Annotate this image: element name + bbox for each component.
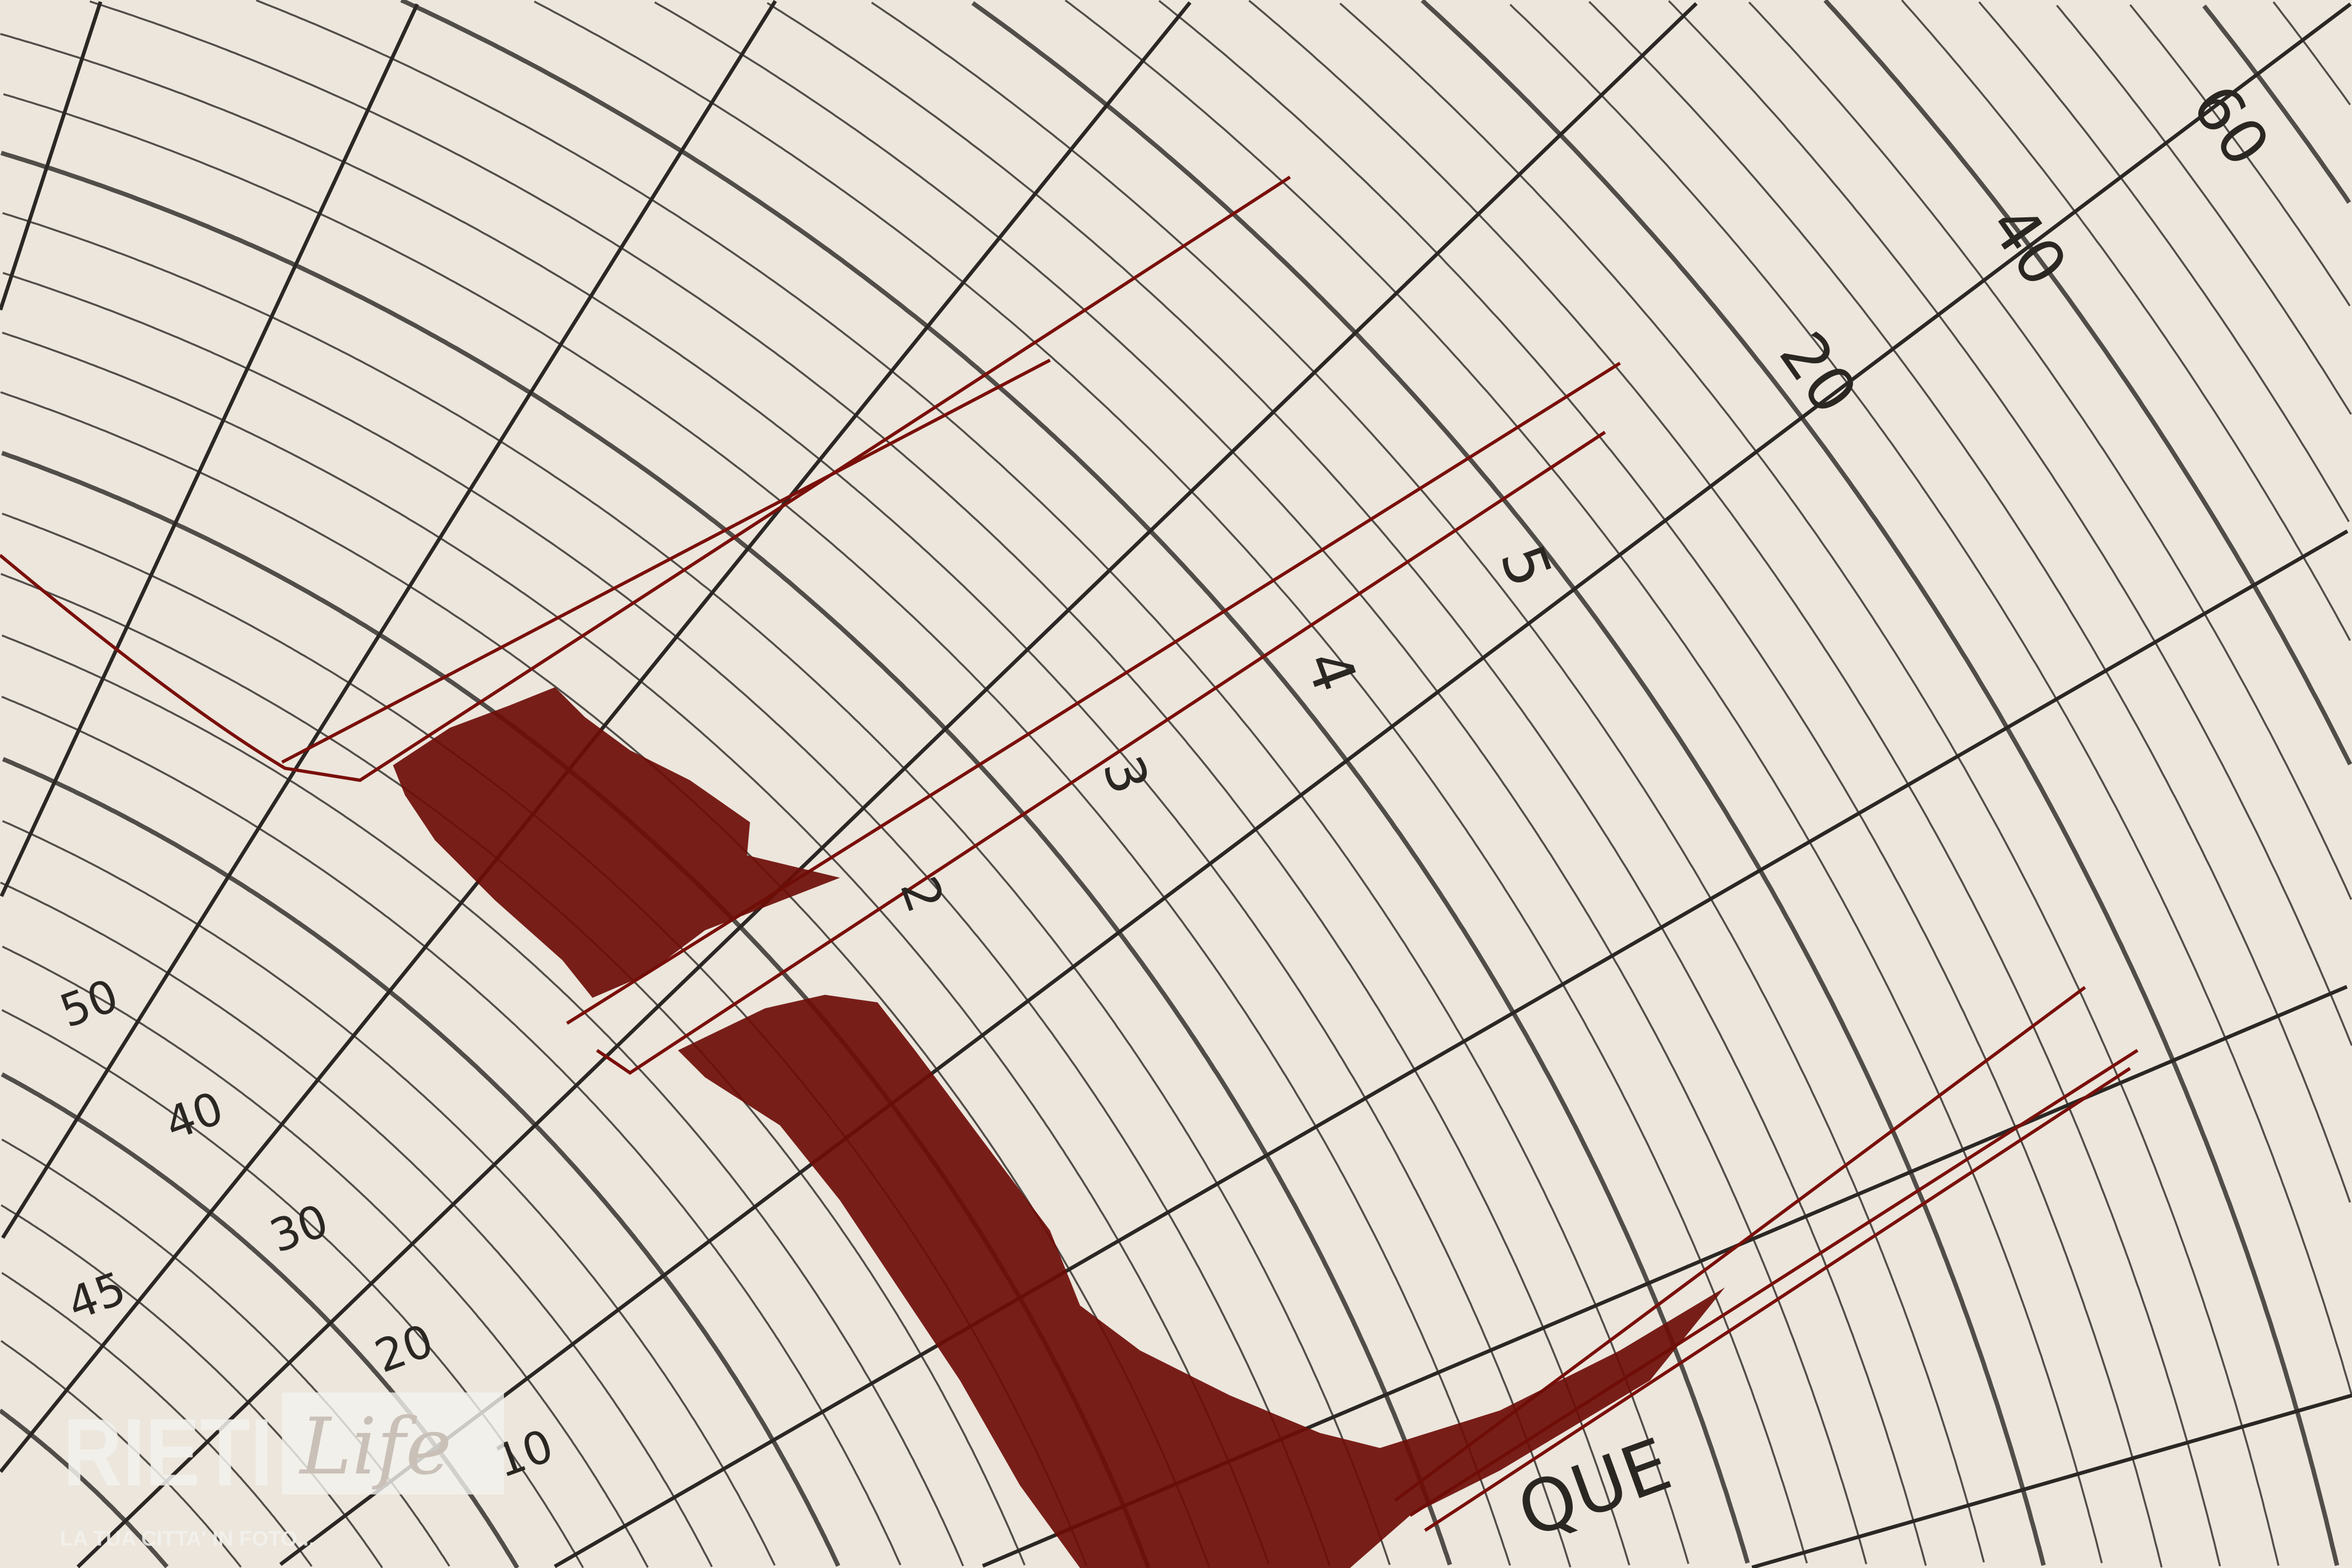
grid-arc [2, 820, 776, 1566]
grid-radial [0, 3, 419, 897]
grid-arc [1509, 3, 2352, 1396]
seismic-burst-2 [678, 994, 1725, 1568]
grid-arc [534, 1, 1808, 1564]
grid-radial [0, 1, 102, 311]
grid-arc [1901, 0, 2351, 641]
grid-arc [1823, 0, 2352, 765]
grid-arc [2129, 4, 2351, 306]
watermark-logo-word: RIETI [63, 1399, 273, 1506]
grid-arc [654, 1, 1867, 1565]
watermark-logo-script: Life [298, 1402, 451, 1492]
grid-arc [1668, 0, 2352, 1046]
grid-arc [767, 2, 1927, 1566]
grid-arc [1, 634, 964, 1567]
watermark-logo-box [282, 1392, 504, 1495]
grid-arc [1, 1204, 383, 1568]
grid-radial [1, 0, 777, 1239]
grid-arc [0, 33, 1572, 1568]
grid-arc [2, 212, 1391, 1565]
grid-arc [1978, 1, 2350, 523]
grid-arc [1339, 2, 2280, 1566]
grid-arc [2, 945, 649, 1568]
seismic-burst-1 [393, 687, 840, 998]
grid-arc [1748, 1, 2352, 900]
grid-arc [871, 2, 1985, 1563]
grid-arc [256, 0, 1690, 1564]
grid-arc [1158, 0, 2163, 1568]
grid-arc [1, 695, 902, 1566]
grid-arc [2056, 4, 2352, 415]
grid-radial [76, 2, 1698, 1568]
trace-line-2 [281, 358, 1051, 764]
grid-arc [3, 93, 1511, 1566]
grid-arc [971, 1, 2046, 1566]
grid-arc [89, 0, 1631, 1566]
grid-arc [1064, 0, 2103, 1564]
grid-arc [1, 1009, 584, 1568]
grid-arc [1420, 0, 2339, 1566]
grid-arc [0, 150, 1453, 1566]
grid-arc [1588, 1, 2351, 1203]
grid-arc [2, 272, 1331, 1567]
grid-radial [1751, 1393, 2352, 1568]
grid-radial [279, 2, 2352, 1566]
rieti-life-watermark: RIETI Life LA TUA CITTA' IN FOTO... [60, 1392, 504, 1550]
grid-arc [0, 882, 713, 1567]
grid-arc [2202, 4, 2351, 204]
grid-arc [0, 1340, 242, 1568]
grid-arc [2, 757, 841, 1567]
trace-line-4 [596, 430, 1606, 1075]
grid-arc [2, 331, 1270, 1565]
grid-arc [400, 0, 1750, 1564]
watermark-tagline: LA TUA CITTA' IN FOTO... [60, 1527, 314, 1550]
trace-line-1 [0, 175, 1291, 782]
grid-arc [1, 1272, 313, 1567]
trace-line-7 [1424, 1067, 2131, 1532]
grid-radial [554, 529, 2349, 1568]
grid-arc [2272, 1, 2351, 106]
